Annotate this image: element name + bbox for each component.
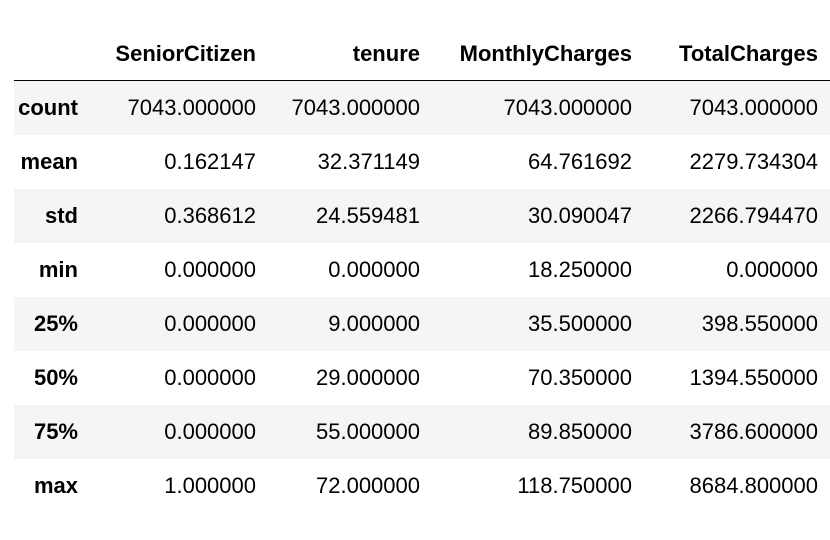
table-header: SeniorCitizen tenure MonthlyCharges Tota… bbox=[14, 27, 830, 81]
cell-value: 118.750000 bbox=[517, 472, 632, 498]
cell-value: 0.000000 bbox=[164, 418, 256, 444]
cell-value: 64.761692 bbox=[528, 148, 632, 174]
cell-value: 0.000000 bbox=[164, 310, 256, 336]
row-label: min bbox=[38, 256, 78, 282]
cell-value: 2279.734304 bbox=[689, 148, 818, 174]
describe-table: SeniorCitizen tenure MonthlyCharges Tota… bbox=[14, 27, 830, 513]
cell-value: 32.371149 bbox=[317, 148, 420, 174]
table-row: 50% 0.000000 29.000000 70.350000 1394.55… bbox=[14, 350, 830, 405]
row-label: 25% bbox=[33, 310, 78, 336]
cell-value: 1394.550000 bbox=[689, 364, 818, 390]
header-row: SeniorCitizen tenure MonthlyCharges Tota… bbox=[14, 27, 830, 81]
cell-value: 35.500000 bbox=[528, 310, 632, 336]
cell-value: 7043.000000 bbox=[291, 94, 420, 120]
cell-value: 0.000000 bbox=[328, 256, 420, 282]
cell-value: 30.090047 bbox=[528, 202, 632, 228]
cell-value: 29.000000 bbox=[316, 364, 420, 390]
row-label: 75% bbox=[33, 418, 78, 444]
column-header-monthlycharges: MonthlyCharges bbox=[432, 27, 644, 81]
cell-value: 0.368612 bbox=[164, 202, 256, 228]
cell-value: 1.000000 bbox=[164, 472, 256, 498]
cell-value: 3786.600000 bbox=[689, 418, 818, 444]
cell-value: 7043.000000 bbox=[503, 94, 632, 120]
row-label: mean bbox=[20, 148, 78, 174]
column-header-totalcharges: TotalCharges bbox=[644, 27, 830, 81]
row-label: 50% bbox=[33, 364, 78, 390]
table-row: 75% 0.000000 55.000000 89.850000 3786.60… bbox=[14, 404, 830, 459]
cell-value: 24.559481 bbox=[316, 202, 420, 228]
row-label: std bbox=[45, 202, 78, 228]
cell-value: 7043.000000 bbox=[689, 94, 818, 120]
cell-value: 89.850000 bbox=[528, 418, 632, 444]
table-body: count 7043.000000 7043.000000 7043.00000… bbox=[14, 80, 830, 513]
cell-value: 0.000000 bbox=[164, 364, 256, 390]
cell-value: 72.000000 bbox=[316, 472, 420, 498]
cell-value: 18.250000 bbox=[528, 256, 632, 282]
cell-value: 0.162147 bbox=[164, 148, 256, 174]
table-row: std 0.368612 24.559481 30.090047 2266.79… bbox=[14, 188, 830, 243]
cell-value: 0.000000 bbox=[164, 256, 256, 282]
cell-value: 9.000000 bbox=[328, 310, 420, 336]
cell-value: 398.550000 bbox=[701, 310, 818, 336]
cell-value: 8684.800000 bbox=[689, 472, 818, 498]
row-label: count bbox=[18, 94, 78, 120]
index-corner bbox=[14, 27, 100, 81]
cell-value: 55.000000 bbox=[316, 418, 420, 444]
table-row: 25% 0.000000 9.000000 35.500000 398.5500… bbox=[14, 296, 830, 351]
table-row: min 0.000000 0.000000 18.250000 0.000000 bbox=[14, 242, 830, 297]
table-row: mean 0.162147 32.371149 64.761692 2279.7… bbox=[14, 134, 830, 189]
row-label: max bbox=[33, 472, 78, 498]
cell-value: 7043.000000 bbox=[127, 94, 256, 120]
cell-value: 2266.794470 bbox=[689, 202, 818, 228]
table-row: count 7043.000000 7043.000000 7043.00000… bbox=[14, 80, 830, 135]
column-header-tenure: tenure bbox=[268, 27, 432, 81]
table-row: max 1.000000 72.000000 118.750000 8684.8… bbox=[14, 458, 830, 513]
cell-value: 70.350000 bbox=[528, 364, 632, 390]
column-header-seniorcitizen: SeniorCitizen bbox=[100, 27, 268, 81]
cell-value: 0.000000 bbox=[726, 256, 818, 282]
